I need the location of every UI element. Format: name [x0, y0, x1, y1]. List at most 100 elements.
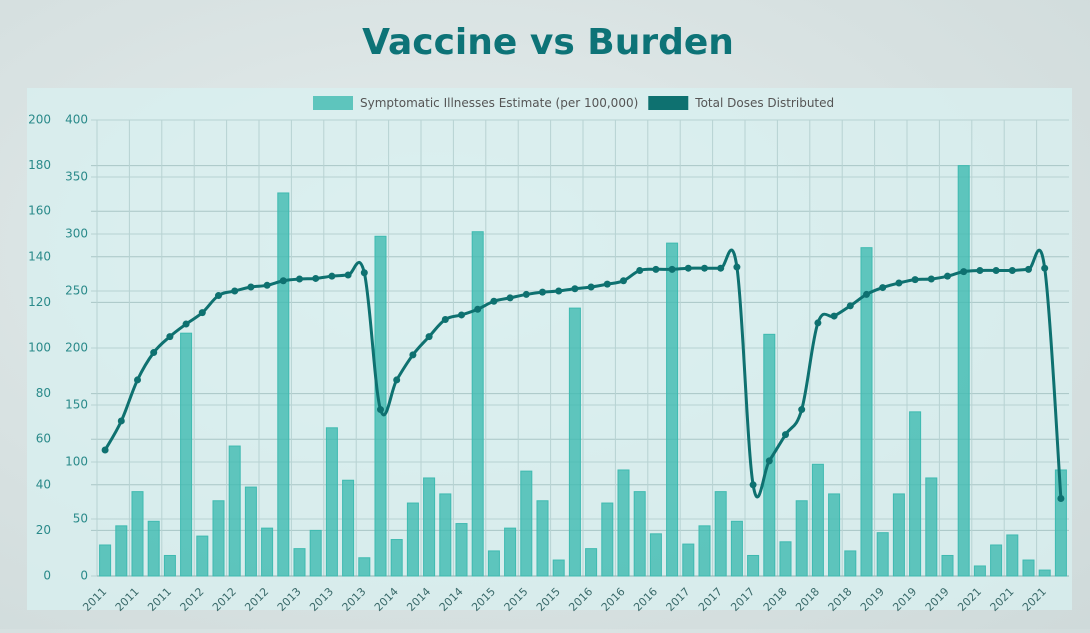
- line-point: [150, 349, 158, 357]
- line-point: [684, 264, 692, 272]
- bar: [293, 548, 306, 577]
- line-point: [668, 265, 676, 273]
- y2-tick-label: 350: [65, 170, 88, 184]
- bar: [406, 502, 419, 577]
- line-point: [717, 264, 725, 272]
- line-point: [539, 288, 546, 296]
- bar: [212, 500, 225, 577]
- y2-tick-label: 250: [65, 284, 88, 298]
- line-point: [1008, 266, 1016, 274]
- line-point: [198, 309, 206, 317]
- legend-label: Total Doses Distributed: [694, 96, 834, 110]
- line-point: [328, 272, 336, 280]
- line-point: [522, 290, 530, 298]
- line-point: [782, 431, 789, 439]
- bar: [828, 493, 841, 577]
- line-point: [377, 406, 384, 414]
- line-point: [976, 266, 984, 274]
- bar: [423, 477, 436, 577]
- bar: [747, 554, 760, 577]
- bar: [261, 527, 274, 577]
- bar: [325, 427, 338, 577]
- y-tick-label: 60: [36, 432, 51, 446]
- bar: [892, 493, 905, 577]
- bar: [1038, 569, 1051, 577]
- line-point: [1041, 264, 1049, 272]
- bar: [228, 445, 241, 577]
- line-point: [360, 269, 368, 277]
- line-point: [911, 276, 919, 284]
- bar: [844, 550, 857, 577]
- line-point: [312, 274, 320, 282]
- line-point: [620, 277, 627, 285]
- line-point: [733, 263, 741, 271]
- bar: [277, 192, 290, 577]
- y2-tick-label: 0: [80, 569, 88, 583]
- line-point: [393, 376, 401, 384]
- bar: [714, 491, 727, 577]
- line-point: [814, 319, 822, 327]
- y-tick-label: 20: [36, 523, 51, 537]
- bar: [730, 520, 743, 577]
- line-point: [960, 268, 968, 276]
- y-tick-label: 40: [36, 477, 51, 491]
- bar: [1022, 559, 1035, 577]
- line-point: [247, 283, 255, 291]
- bar: [342, 479, 355, 577]
- line-point: [279, 277, 287, 285]
- bar: [471, 231, 484, 577]
- line-point: [652, 265, 660, 273]
- line-point: [846, 302, 854, 310]
- bar: [520, 470, 533, 577]
- bar: [552, 559, 565, 577]
- bar: [147, 520, 160, 577]
- bar: [309, 529, 322, 577]
- legend-label: Symptomatic Illnesses Estimate (per 100,…: [360, 96, 638, 110]
- bar: [455, 523, 468, 577]
- line-point: [879, 284, 887, 292]
- bar: [115, 525, 128, 577]
- bar: [649, 533, 662, 577]
- bar: [925, 477, 938, 577]
- line-point: [344, 271, 352, 279]
- bar: [568, 307, 581, 577]
- line-point: [1057, 494, 1065, 502]
- line-point: [555, 287, 563, 295]
- line-point: [490, 297, 498, 305]
- bar: [1054, 469, 1067, 577]
- line-point: [701, 264, 708, 272]
- bar: [180, 332, 193, 577]
- bar: [633, 491, 646, 577]
- y-tick-label: 160: [28, 204, 51, 218]
- line-point: [830, 312, 838, 320]
- line-point: [474, 305, 482, 313]
- line-point: [944, 272, 951, 280]
- bar: [698, 525, 711, 577]
- y-tick-label: 80: [36, 386, 51, 400]
- y2-tick-label: 300: [65, 227, 88, 241]
- line-point: [101, 446, 109, 454]
- line-point: [215, 292, 222, 300]
- bar: [390, 539, 403, 577]
- y2-tick-label: 50: [73, 512, 88, 526]
- line-point: [798, 406, 806, 414]
- y2-tick-label: 100: [65, 455, 88, 469]
- line-point: [749, 481, 757, 489]
- bar: [1006, 534, 1019, 577]
- line-point: [863, 290, 870, 298]
- y-tick-label: 180: [28, 158, 51, 172]
- bar: [244, 486, 257, 577]
- bar: [941, 554, 954, 577]
- bar: [131, 491, 144, 577]
- y-tick-label: 140: [28, 249, 51, 263]
- bar: [439, 493, 452, 577]
- bar: [909, 411, 922, 577]
- line: [103, 248, 1063, 499]
- legend-swatch: [313, 96, 353, 110]
- y-tick-label: 100: [28, 341, 51, 355]
- line-point: [263, 281, 271, 289]
- y2-tick-label: 400: [65, 113, 88, 127]
- bar: [795, 500, 808, 577]
- line-point: [296, 275, 303, 283]
- line-point: [636, 266, 644, 274]
